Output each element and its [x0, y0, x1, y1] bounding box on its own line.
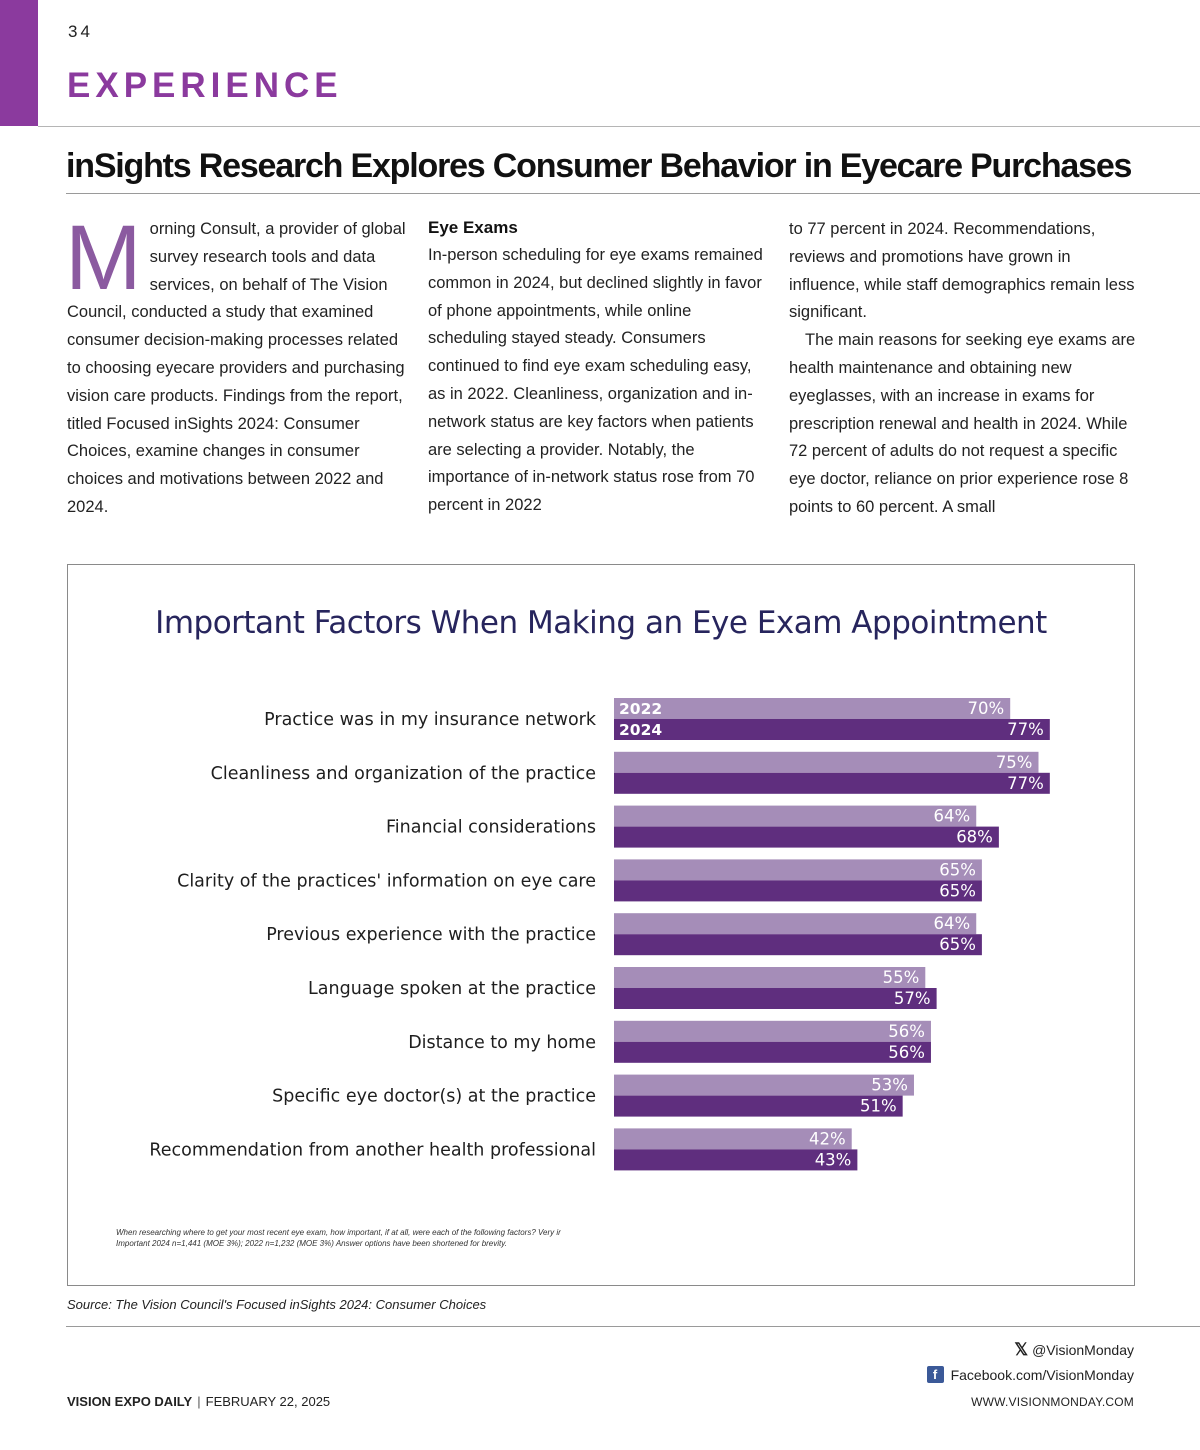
bar-2022	[614, 1074, 914, 1096]
publication-name: VISION EXPO DAILY	[67, 1394, 193, 1409]
bar-chart: Practice was in my insurance network 70% 2…	[149, 698, 1050, 1171]
value-label-2022: 55%	[883, 968, 920, 987]
bar-2022	[614, 859, 982, 881]
value-label-2024: 77%	[1007, 720, 1044, 739]
category-label: Practice was in my insurance network	[264, 710, 597, 730]
article-column-2: Eye Exams In-person scheduling for eye e…	[428, 216, 773, 520]
top-divider	[38, 126, 1200, 127]
value-label-2022: 75%	[996, 753, 1033, 772]
value-label-2022: 65%	[939, 860, 976, 879]
footer-divider	[66, 1326, 1200, 1327]
bar-chart-panel: Important Factors When Making an Eye Exa…	[67, 564, 1135, 1286]
category-label: Financial considerations	[386, 818, 596, 838]
column-1-text: orning Consult, a provider of global sur…	[67, 220, 406, 516]
article-headline: inSights Research Explores Consumer Beha…	[66, 147, 1132, 185]
bar-2022	[614, 1020, 931, 1042]
chart-footnote-line-2: Important 2024 n=1,441 (MOE 3%); 2022 n=…	[116, 1239, 507, 1248]
page-number: 34	[68, 22, 93, 41]
bar-2022	[614, 1128, 852, 1150]
column-3-paragraph-1: to 77 percent in 2024. Recommendations, …	[789, 220, 1135, 322]
chart-source: Source: The Vision Council's Focused inS…	[67, 1297, 487, 1312]
bar-2024	[614, 880, 982, 902]
category-label: Specific eye doctor(s) at the practice	[272, 1087, 596, 1107]
bar-2024	[614, 1095, 903, 1117]
column-2-text: In-person scheduling for eye exams remai…	[428, 246, 763, 515]
bar-2022	[614, 913, 977, 935]
eye-exams-subheading: Eye Exams	[428, 218, 518, 237]
headline-divider	[66, 193, 1200, 194]
footer-separator: |	[197, 1394, 201, 1409]
value-label-2024: 51%	[860, 1097, 897, 1116]
facebook-link[interactable]: f Facebook.com/VisionMonday	[926, 1366, 1134, 1383]
drop-cap: M	[65, 207, 142, 309]
column-3-paragraph-2: The main reasons for seeking eye exams a…	[789, 331, 1136, 516]
bar-2024	[614, 934, 982, 956]
legend-label-2024: 2024	[619, 721, 662, 739]
chart-footnote: When researching where to get your most …	[116, 1227, 651, 1249]
value-label-2022: 64%	[934, 807, 971, 826]
publication-date: FEBRUARY 22, 2025	[205, 1394, 331, 1409]
bar-2024	[614, 1041, 931, 1063]
facebook-link-text: Facebook.com/VisionMonday	[950, 1366, 1134, 1383]
value-label-2024: 43%	[815, 1150, 852, 1169]
article-column-3: to 77 percent in 2024. Recommendations, …	[789, 216, 1139, 522]
value-label-2024: 77%	[1007, 774, 1044, 793]
chart-title: Important Factors When Making an Eye Exa…	[155, 605, 1047, 641]
bar-2022	[614, 967, 926, 988]
category-label: Recommendation from another health profe…	[149, 1140, 596, 1160]
facebook-logo-icon: f	[926, 1366, 944, 1383]
bar-2024	[614, 719, 1050, 740]
section-title: EXPERIENCE	[67, 66, 343, 105]
value-label-2022: 42%	[809, 1129, 846, 1148]
twitter-handle[interactable]: 𝕏 @VisionMonday	[1014, 1341, 1134, 1358]
category-label: Cleanliness and organization of the prac…	[211, 764, 596, 784]
bar-2024	[614, 826, 999, 848]
category-label: Previous experience with the practice	[266, 925, 596, 945]
category-label: Distance to my home	[408, 1033, 596, 1053]
value-label-2024: 56%	[888, 1043, 925, 1062]
bar-2022	[614, 751, 1039, 773]
value-label-2022: 56%	[888, 1022, 925, 1041]
bar-2022	[614, 805, 977, 827]
twitter-handle-text: @VisionMonday	[1032, 1341, 1134, 1358]
value-label-2022: 53%	[871, 1076, 908, 1095]
chart-footnote-line-1: When researching where to get your most …	[116, 1228, 561, 1237]
category-label: Clarity of the practices' information on…	[177, 871, 596, 891]
bar-2024	[614, 988, 937, 1009]
bar-2022	[614, 698, 1011, 719]
value-label-2024: 68%	[956, 828, 993, 847]
bar-2024	[614, 1149, 858, 1171]
article-column-1: M orning Consult, a provider of global s…	[65, 207, 413, 522]
x-logo-icon: 𝕏	[1014, 1340, 1029, 1359]
publication-line: VISION EXPO DAILY | FEBRUARY 22, 2025	[67, 1394, 330, 1409]
value-label-2024: 57%	[894, 989, 931, 1008]
section-color-bar	[0, 0, 38, 126]
value-label-2022: 64%	[934, 914, 971, 933]
category-label: Language spoken at the practice	[308, 979, 596, 999]
website-url[interactable]: WWW.VISIONMONDAY.COM	[971, 1395, 1134, 1409]
bar-2024	[614, 772, 1050, 794]
legend-label-2022: 2022	[619, 700, 662, 718]
value-label-2024: 65%	[939, 881, 976, 900]
value-label-2024: 65%	[939, 935, 976, 954]
value-label-2022: 70%	[968, 699, 1005, 718]
